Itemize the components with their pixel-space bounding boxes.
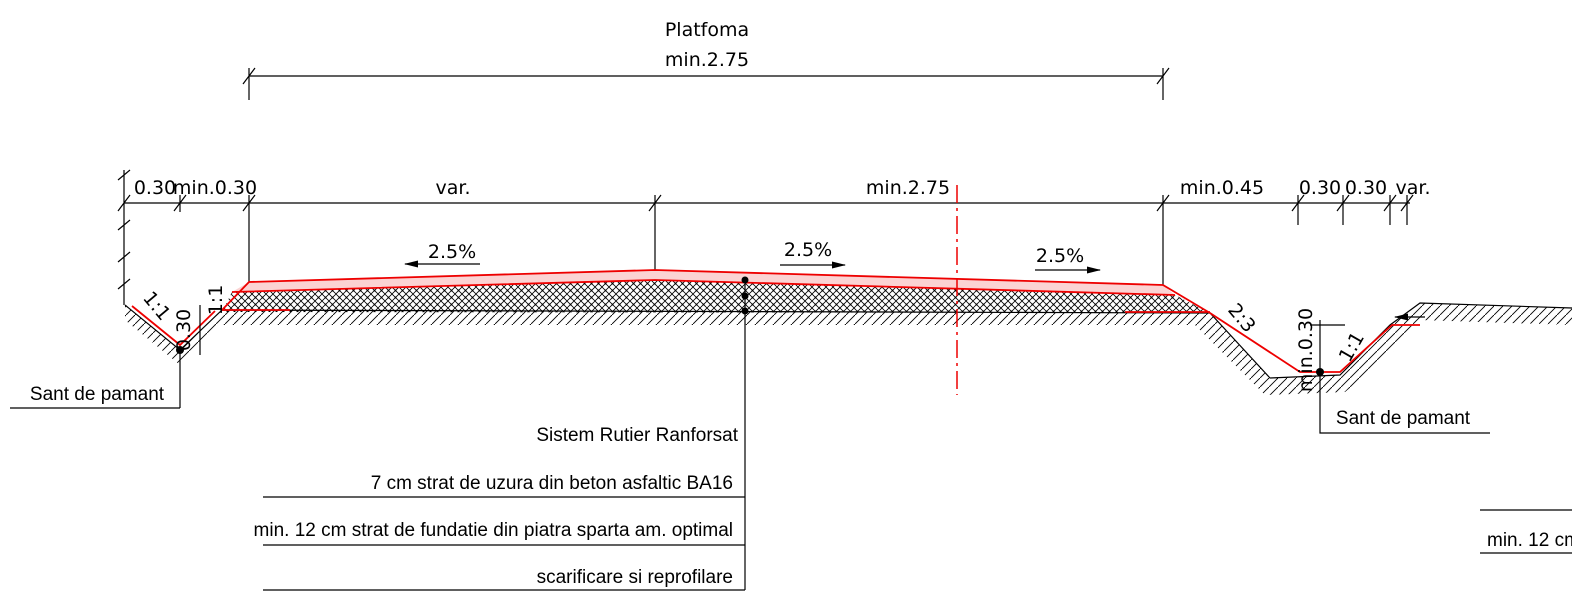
- slope-ratio: 1:1: [138, 287, 175, 325]
- slope: 2.5%: [428, 241, 476, 263]
- ditch-depth: min.0.30: [1295, 308, 1317, 392]
- dimension: min.0.30: [173, 177, 257, 199]
- slope: 2.5%: [1036, 245, 1084, 267]
- dimension: 0.30: [1299, 177, 1341, 199]
- structure-title: Sistem Rutier Ranforsat: [536, 425, 738, 446]
- ground: [125, 303, 1572, 395]
- layer: scarificare si reprofilare: [537, 567, 733, 588]
- ditch-label: Sant de pamant: [30, 384, 165, 405]
- dimension: 0.30: [134, 177, 176, 199]
- dimension: 0.30: [1345, 177, 1387, 199]
- slope-ratio: 2:3: [1223, 299, 1260, 337]
- ditch-depth: 0.30: [173, 309, 195, 351]
- slope: 2.5%: [784, 239, 832, 261]
- dimension: var.: [436, 177, 471, 199]
- title: Platfoma: [665, 19, 749, 41]
- layer: min. 12 cm strat de fundatie din piatra …: [254, 520, 733, 541]
- platform-width: min.2.75: [665, 49, 749, 71]
- layer: min. 12 cm: [1487, 530, 1572, 551]
- drawing: Platfoma min.2.75 0.30 min.0.30 var. min…: [10, 19, 1572, 591]
- slope-ratio: 1:1: [205, 285, 227, 316]
- dimension: min.0.45: [1180, 177, 1264, 199]
- layer: 7 cm strat de uzura din beton asfaltic B…: [371, 473, 733, 494]
- dimension: min.2.75: [866, 177, 950, 199]
- ditch-label: Sant de pamant: [1336, 408, 1471, 429]
- dimension: var.: [1396, 177, 1431, 199]
- foundation-layer: [222, 280, 1210, 313]
